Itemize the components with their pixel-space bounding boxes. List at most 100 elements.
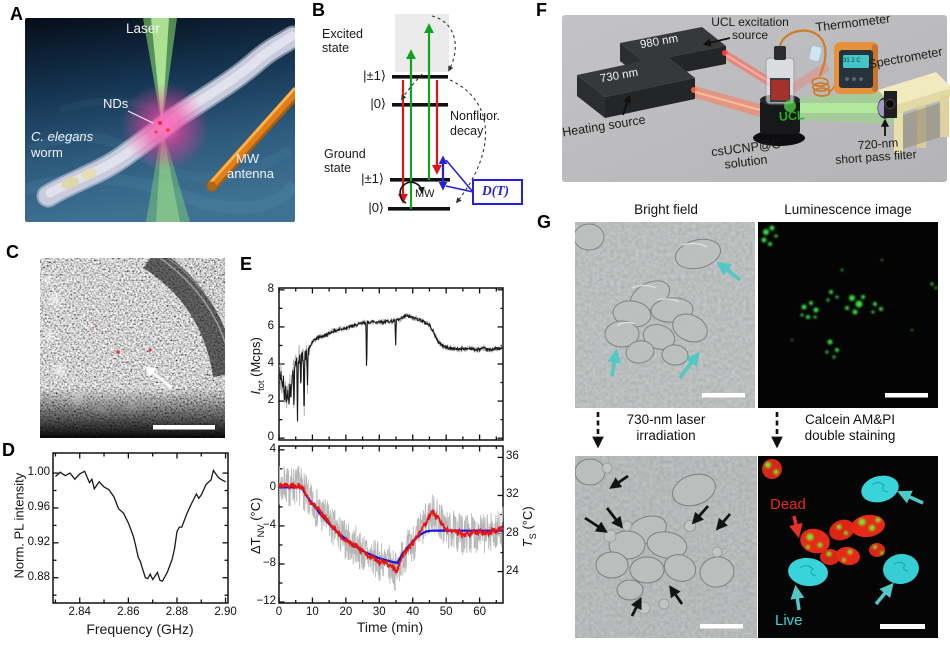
axis-box [52,452,229,604]
tick-label: 1.00 [27,466,50,479]
antenna-end-cap [207,181,217,191]
panel-a: A Laser NDs C. elegans worm MW antenna [0,0,310,240]
bright-field-image [575,222,755,408]
excitation-source-label-2: source [731,28,769,42]
mw-transition-arrow [399,181,425,204]
tick-label: 30 [372,606,386,618]
tick-label: 0.96 [27,500,50,513]
dt-connector-line [445,159,474,193]
tick-label: −8 [262,556,276,569]
scale-bar [700,624,743,629]
nonfluorescent-decay-path [449,79,487,204]
energy-level-diagram [388,14,523,211]
staining-step-label-1: Calcein AM&PI [804,412,896,427]
time-trace-charts [278,287,504,604]
worm-egg [81,168,97,180]
data-series-line [278,465,504,591]
tick-label: 40 [406,606,420,618]
odmr-chart [52,452,229,604]
worm-label: worm [31,145,63,160]
calcein-puncta [765,462,884,562]
scale-bar [702,393,745,398]
staining-step-label-2: double staining [804,428,896,443]
tick-label: 36 [506,450,519,463]
panel-b: B Excited state Ground state |±1⟩ |0⟩ |±… [310,0,532,240]
ylabel-main: ΔT [248,537,264,555]
tick-label: 2.84 [68,606,91,618]
nonradiative-decay-path [431,15,456,72]
tick-label: 2.86 [117,606,140,618]
laser-beam-lower [146,127,190,222]
beam-980-scatter [790,62,830,93]
level-excited-pm1 [392,75,448,79]
excited-state-label-1: Excited [322,27,363,41]
excited-band [395,14,449,72]
dead-pointer-arrow [789,515,803,539]
tick-label: 0 [275,606,283,618]
dead-label: Dead [770,496,806,513]
tick-label: 0.88 [27,570,50,583]
tick-label: 28 [506,526,519,539]
live-cell-texture [799,481,909,577]
nd-fluorescence-glow [121,83,209,171]
panel-g-letter: G [537,212,552,232]
nd-spot [116,350,120,354]
nonfluor-label-1: Nonfluor. [450,109,501,123]
bright-field-title: Bright field [634,202,698,217]
ground-state-label-1: Ground [324,147,366,161]
panel-a-letter: A [10,4,23,24]
live-pointer-arrow [874,582,894,606]
axis-box-top [278,287,504,441]
panel-c: C [0,240,240,445]
luminescence-image [758,222,938,408]
mw-antenna-label-1: MW [236,151,260,166]
d-x-axis-label: Frequency (GHz) [86,621,194,637]
thermometer-device [834,42,878,94]
nd-particle [154,130,158,134]
tick-label: 8 [267,282,274,295]
level-label-ground-0: |0⟩ [368,200,384,215]
data-series-line [278,313,504,422]
nd-spot [94,324,98,328]
tick-label: 20 [339,606,353,618]
level-label-ground-pm1: |±1⟩ [361,171,384,186]
cell-images [575,222,938,638]
tick-label: 0.92 [27,535,50,548]
live-label: Live [775,612,803,629]
tick-label: 32 [506,488,519,501]
heating-pointer-arrow [622,94,632,116]
tick-label: 50 [439,606,453,618]
dt-label: D(T) [482,183,509,198]
dt-box [472,179,523,205]
laser-730-box [577,56,697,118]
panel-e: E Itot (Mcps) ΔTNV (°C) TS (°C) Time (mi… [240,248,540,648]
nds-pointer-line [127,110,154,124]
live-pointer-arrow [790,584,805,611]
tick-label: 4 [269,442,276,455]
tick-label: 2.90 [214,606,237,618]
e-x-axis-label: Time (min) [356,619,424,635]
data-series-line [54,468,226,582]
live-dead-staining-image [758,456,938,638]
worm-egg [61,177,79,189]
excited-state-label-2: state [322,41,350,55]
live-cells [788,475,919,587]
irradiated-bright-field-image [575,456,757,638]
ucl-label: UCL [778,108,806,124]
membrane-blebs [601,462,723,615]
level-ground-pm1 [390,178,450,182]
cuvette-assembly [753,29,827,146]
tick-label: 6 [267,319,274,332]
scale-bar [153,425,215,430]
worm-microscopy-image [40,258,225,438]
laser-step-label-1: 730-nm laser [626,412,706,427]
panel-f: F 980 nm 730 nm UCL excitation source Th… [532,0,950,200]
thermocouple-wire [778,29,827,77]
spectrometer-device [878,72,950,153]
laser-step-label-2: irradiation [636,428,696,443]
panel-d-letter: D [2,440,15,460]
nd-spot [148,348,152,352]
nd-particle [158,121,162,125]
tick-label: 2 [267,394,274,407]
